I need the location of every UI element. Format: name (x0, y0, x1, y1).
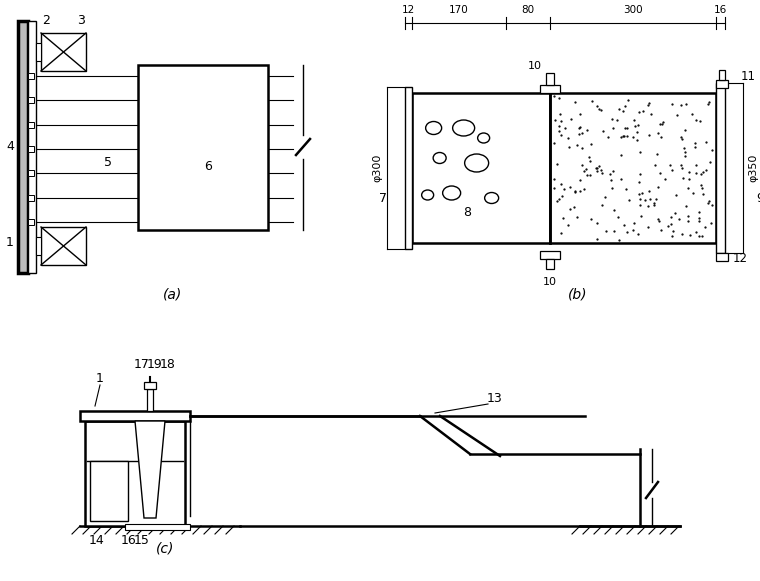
Bar (716, 80, 728, 88)
Bar (28, 73, 34, 79)
Text: φ350: φ350 (748, 154, 758, 182)
Bar (405, 87, 412, 249)
Text: 14: 14 (89, 533, 105, 547)
Ellipse shape (433, 152, 446, 163)
Text: 80: 80 (521, 5, 534, 15)
Text: 13: 13 (487, 392, 503, 404)
Text: (b): (b) (568, 288, 587, 302)
Bar (719, 70, 725, 80)
Text: 8: 8 (463, 206, 470, 220)
Bar (28, 98, 34, 103)
Bar (716, 253, 728, 261)
Text: 6: 6 (204, 160, 212, 174)
Bar (41, 227, 86, 265)
Text: φ300: φ300 (372, 154, 382, 182)
Bar (546, 73, 554, 85)
Text: 170: 170 (449, 5, 469, 15)
Text: 15: 15 (134, 533, 150, 547)
Bar (36, 43, 41, 61)
Text: (c): (c) (156, 541, 174, 555)
Text: 12: 12 (733, 253, 748, 266)
Ellipse shape (453, 120, 475, 136)
Text: 12: 12 (402, 5, 415, 15)
Bar (85, 421, 185, 526)
Text: 2: 2 (42, 15, 50, 27)
Bar (412, 93, 550, 243)
Bar (28, 21, 36, 273)
Ellipse shape (477, 133, 489, 143)
Text: (a): (a) (163, 288, 182, 302)
Text: 7: 7 (379, 192, 387, 205)
Text: 300: 300 (623, 5, 643, 15)
Text: 3: 3 (77, 15, 85, 27)
Bar (90, 461, 128, 521)
Bar (28, 146, 34, 152)
Bar (80, 411, 190, 421)
Bar (18, 21, 28, 273)
Polygon shape (135, 421, 165, 518)
Bar (716, 83, 725, 253)
Text: 11: 11 (741, 70, 756, 83)
Text: 1: 1 (96, 372, 104, 386)
Text: 16: 16 (714, 5, 727, 15)
Bar (550, 93, 716, 243)
Bar (125, 524, 190, 530)
Bar (540, 251, 560, 259)
Text: 19: 19 (147, 357, 163, 371)
Text: 17: 17 (134, 357, 150, 371)
Bar (28, 121, 34, 128)
Text: 9: 9 (756, 192, 760, 205)
Bar (147, 389, 153, 411)
Text: 5: 5 (104, 156, 112, 168)
Text: 10: 10 (543, 277, 557, 287)
Bar (41, 33, 86, 71)
Text: 18: 18 (160, 357, 176, 371)
Ellipse shape (442, 186, 461, 200)
Ellipse shape (485, 192, 499, 203)
Bar (540, 85, 560, 93)
Text: 4: 4 (6, 141, 14, 153)
Ellipse shape (422, 190, 434, 200)
Bar (28, 219, 34, 225)
Ellipse shape (464, 154, 489, 172)
Bar (546, 259, 554, 269)
Bar (144, 382, 156, 389)
Ellipse shape (426, 121, 442, 134)
Text: 1: 1 (6, 236, 14, 249)
Bar (28, 195, 34, 200)
Bar (36, 237, 41, 255)
Text: 16: 16 (121, 533, 137, 547)
Bar (28, 170, 34, 176)
Bar (138, 64, 268, 229)
Text: 10: 10 (528, 61, 542, 71)
